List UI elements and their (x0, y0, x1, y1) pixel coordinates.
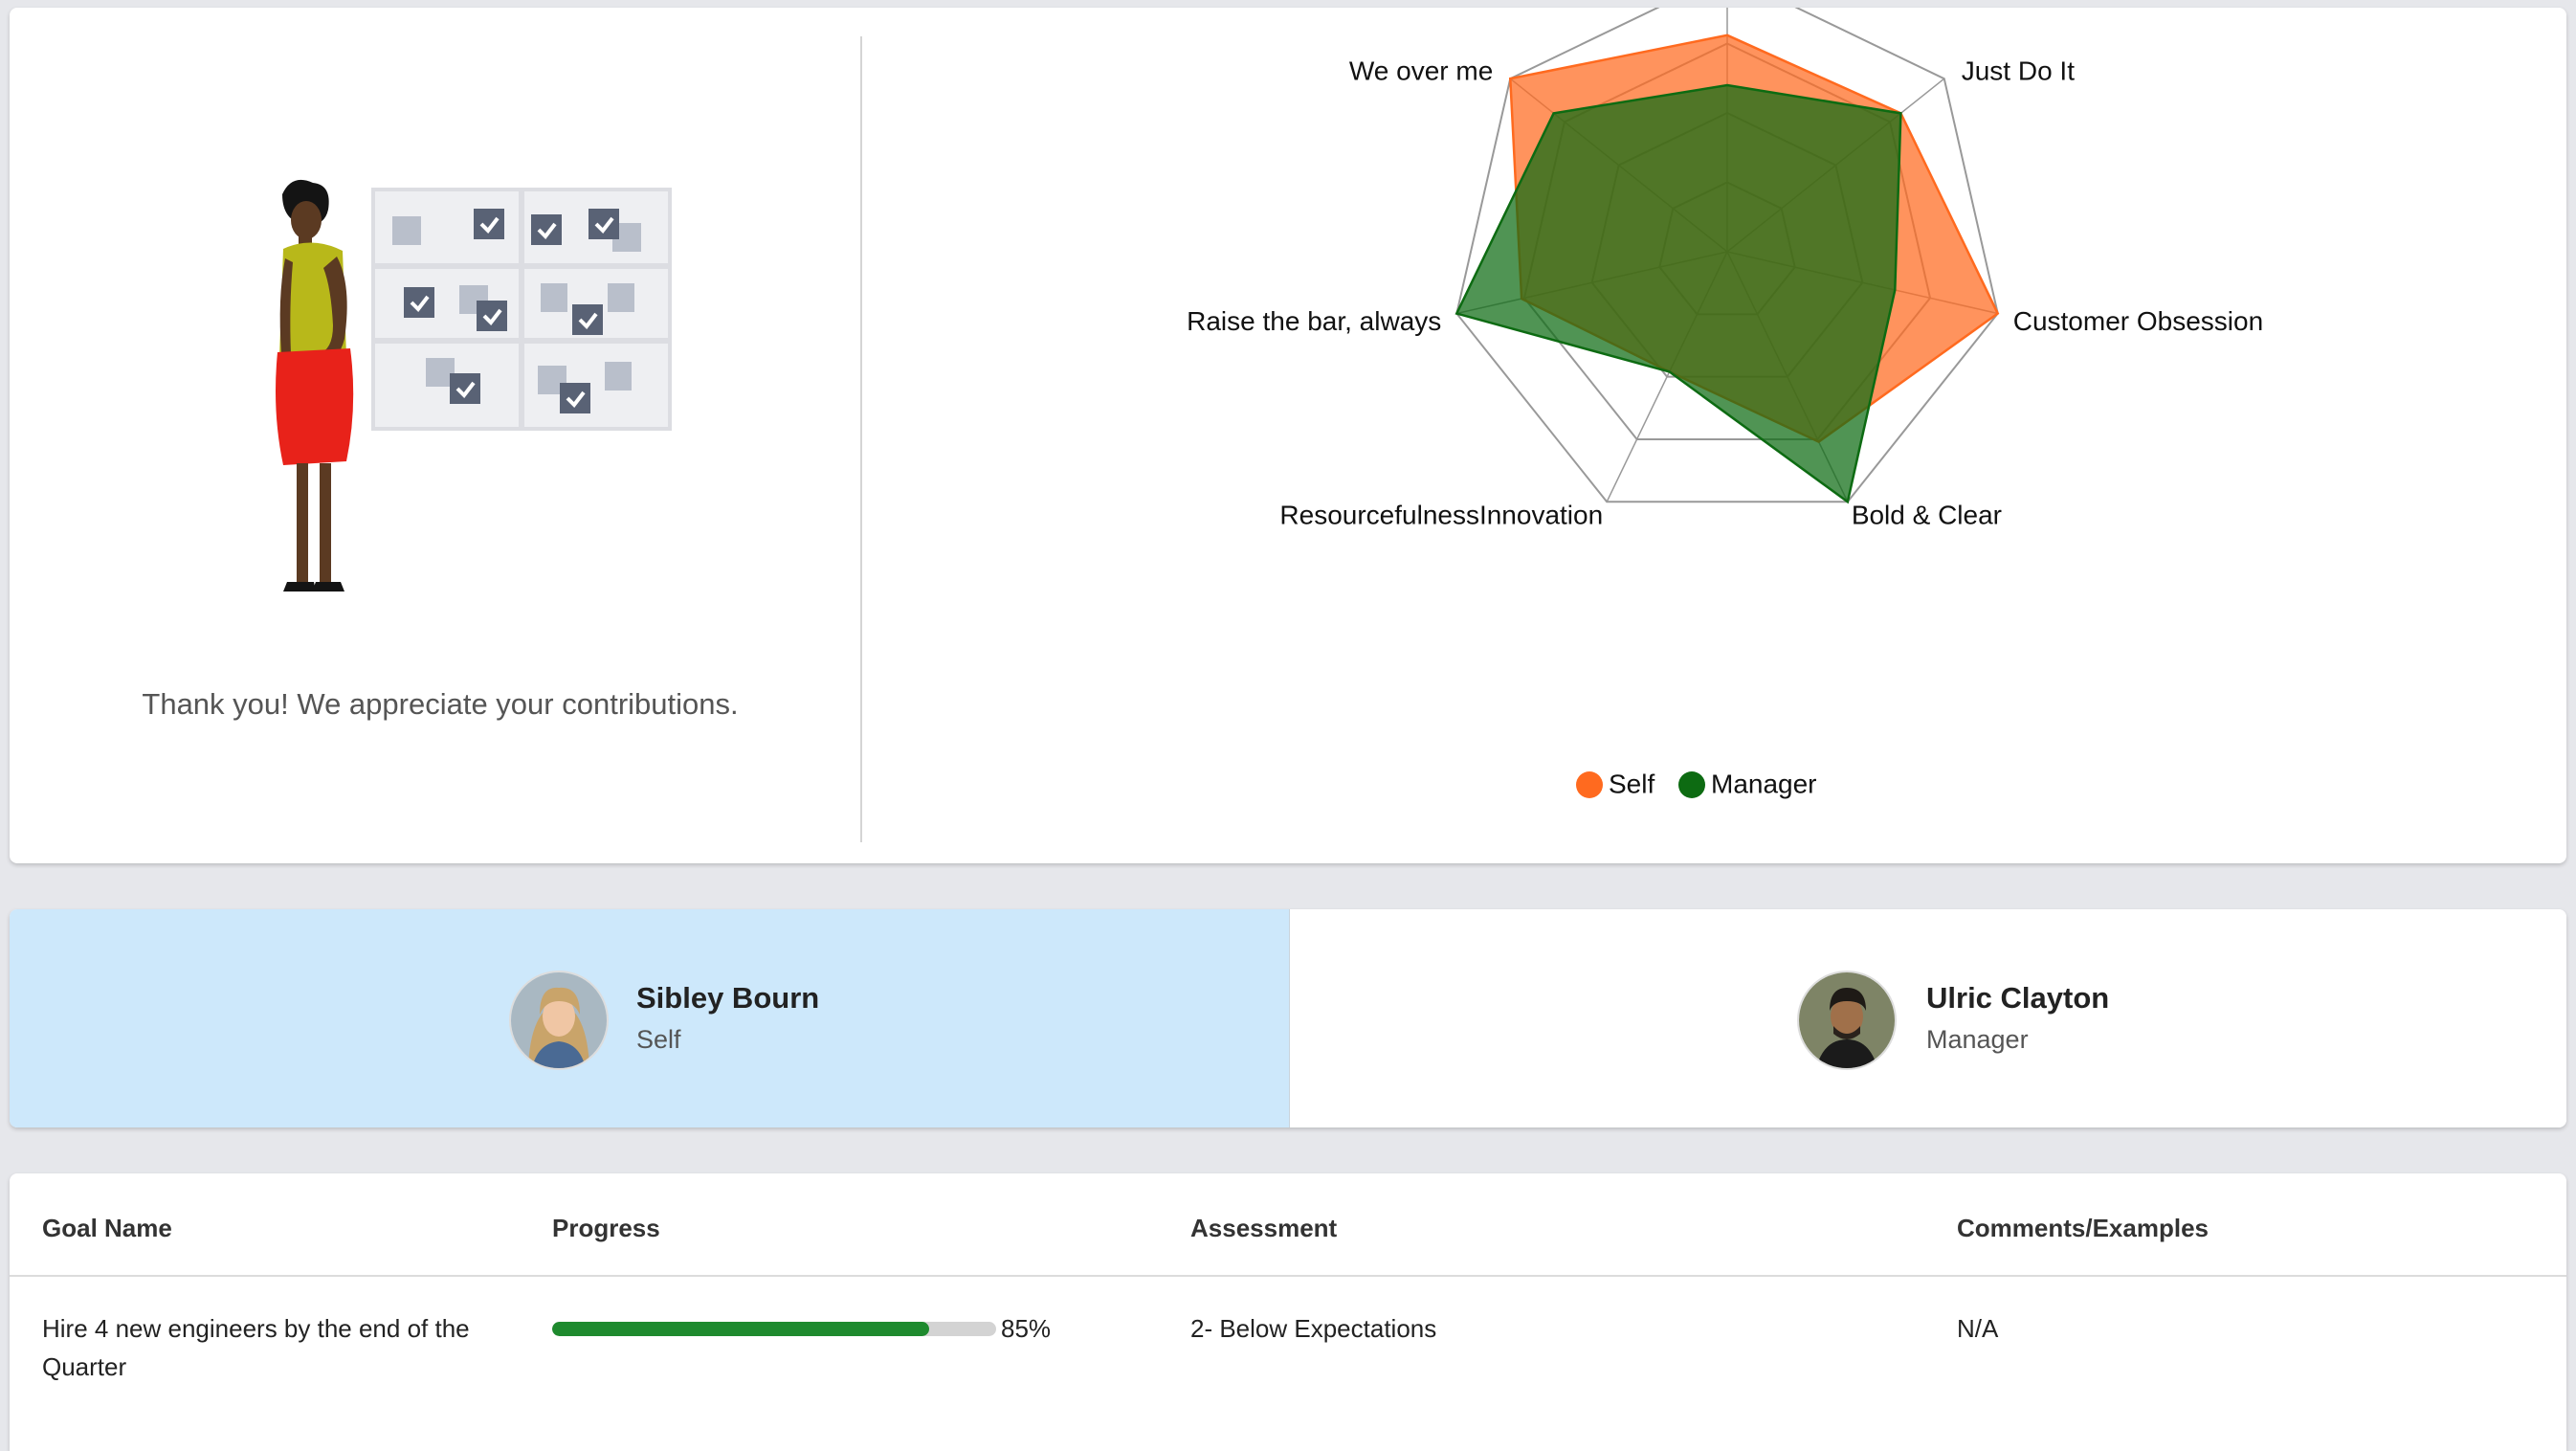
checklist-illustration (276, 179, 672, 592)
person-name: Ulric Clayton (1926, 981, 2110, 1015)
participants-card: Sibley Bourn Self Ulric Clayton Manager (10, 909, 2566, 1127)
person-tab-self[interactable]: Sibley Bourn Self (10, 909, 1290, 1127)
goals-table: Goal Name Progress Assessment Comments/E… (10, 1173, 2566, 1451)
progress-label: 85% (1001, 1314, 1052, 1343)
radar-ring-4 (1455, 8, 1999, 503)
radar-axis-label: ResourcefulnessInnovation (1279, 501, 1603, 530)
thank-you-message: Thank you! We appreciate your contributi… (142, 687, 739, 721)
person-tab-manager[interactable]: Ulric Clayton Manager (1290, 909, 2566, 1127)
radar-axis-label: Customer Obsession (2013, 306, 2263, 336)
radar-axis-label: We over me (1349, 56, 1493, 86)
person-name: Sibley Bourn (636, 981, 820, 1015)
assessment-cell: 2- Below Expectations (1190, 1314, 1437, 1343)
comments-cell: N/A (1957, 1314, 1999, 1343)
person-role: Manager (1926, 1025, 2029, 1054)
legend-swatch-self (1576, 771, 1603, 798)
panel-divider (860, 36, 862, 842)
avatar (509, 971, 609, 1070)
column-header-goal-name: Goal Name (42, 1214, 172, 1242)
radar-legend: Self Manager (1576, 769, 1817, 798)
radar-series-manager (1455, 83, 1902, 504)
radar-series-group (1455, 33, 2000, 504)
person-role: Self (636, 1025, 681, 1054)
summary-card: Thank you! We appreciate your contributi… (10, 8, 2566, 863)
legend-swatch-manager (1678, 771, 1705, 798)
goal-name-cell: Hire 4 new engineers by the end of the Q… (42, 1314, 470, 1381)
progress-bar-fill (552, 1322, 930, 1336)
header-divider (10, 1275, 2566, 1277)
progress-bar (552, 1322, 996, 1336)
column-header-comments: Comments/Examples (1957, 1214, 2209, 1242)
column-header-progress: Progress (552, 1214, 660, 1242)
legend-label: Manager (1711, 769, 1817, 798)
column-header-assessment: Assessment (1190, 1214, 1338, 1242)
thank-you-panel: Thank you! We appreciate your contributi… (10, 8, 871, 863)
legend-label: Self (1609, 769, 1654, 798)
avatar (1797, 971, 1897, 1070)
radar-axis-label: Bold & Clear (1852, 501, 2002, 530)
radar-axis-label: Raise the bar, always (1187, 306, 1441, 336)
radar-axis-label: Just Do It (1962, 56, 2075, 86)
avatar-woman-icon (511, 972, 607, 1068)
avatar-man-icon (1799, 972, 1895, 1068)
